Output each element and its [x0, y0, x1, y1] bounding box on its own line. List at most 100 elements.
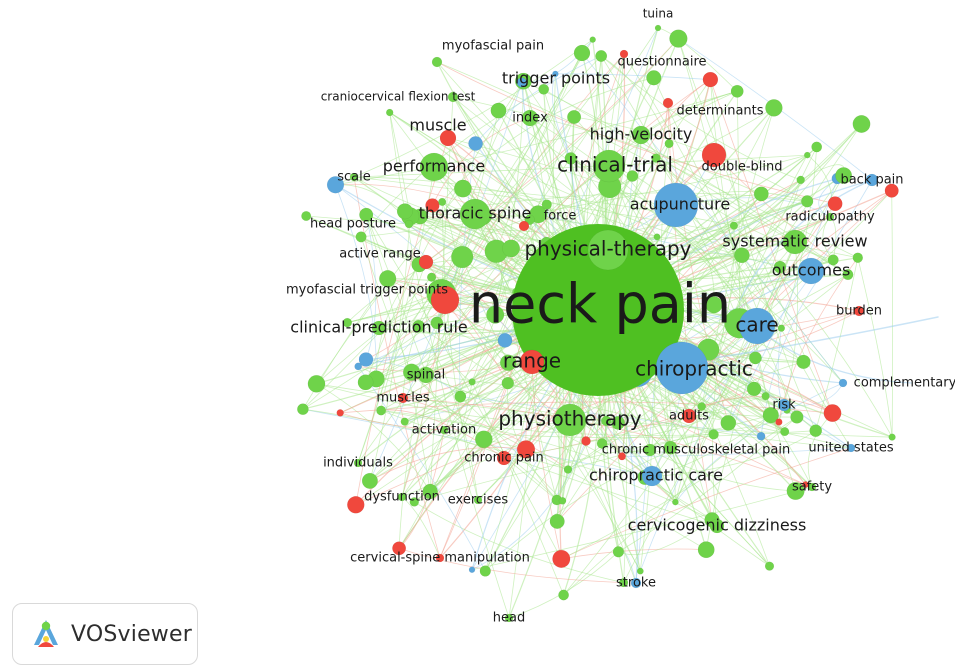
network-node[interactable]	[422, 483, 438, 500]
network-node[interactable]	[746, 381, 762, 397]
network-node[interactable]	[765, 99, 783, 117]
network-node[interactable]	[612, 546, 625, 558]
network-node[interactable]	[567, 109, 582, 125]
network-node[interactable]	[796, 175, 805, 185]
node-activation[interactable]	[439, 425, 449, 435]
network-node[interactable]	[454, 390, 467, 403]
node-questionnaire[interactable]	[619, 49, 629, 59]
label-head-posture[interactable]: head posture	[310, 217, 396, 232]
network-node[interactable]	[762, 407, 779, 424]
network-node[interactable]	[708, 429, 719, 440]
network-node[interactable]	[596, 438, 608, 449]
node-trigger-points[interactable]	[573, 44, 591, 62]
network-node[interactable]	[884, 183, 899, 198]
node-scale[interactable]	[349, 172, 359, 182]
network-node[interactable]	[558, 589, 570, 601]
network-node[interactable]	[835, 167, 853, 185]
node-clinical-trial[interactable]	[592, 149, 626, 183]
network-node[interactable]	[385, 108, 394, 117]
label-chronic-musculoskeletal-pain[interactable]: chronic musculoskeletal pain	[602, 443, 790, 458]
node-acupuncture[interactable]	[653, 182, 699, 228]
label-activation[interactable]: activation	[412, 423, 476, 438]
label-chiropractic-care[interactable]: chiropractic care	[589, 466, 723, 485]
network-node[interactable]	[888, 433, 896, 441]
node-myofascial-trigger-points[interactable]	[430, 285, 460, 315]
label-outcomes[interactable]: outcomes	[772, 261, 851, 280]
label-individuals[interactable]: individuals	[323, 456, 393, 471]
label-force[interactable]: force	[544, 209, 577, 224]
node-chronic-musculoskeletal-pain[interactable]	[643, 443, 657, 457]
node-systematic-review[interactable]	[782, 229, 808, 255]
network-node[interactable]	[702, 71, 719, 88]
node-determinants[interactable]	[662, 97, 674, 109]
label-clinical-prediction-rule[interactable]: clinical-prediction rule	[290, 318, 467, 337]
node-adults[interactable]	[681, 408, 697, 424]
network-node[interactable]	[357, 374, 374, 391]
network-node[interactable]	[852, 115, 871, 133]
node-myofascial-pain[interactable]	[431, 56, 443, 68]
network-node[interactable]	[775, 418, 783, 426]
label-complementary[interactable]: complementary	[854, 376, 955, 391]
label-physical-therapy[interactable]: physical-therapy	[524, 237, 691, 261]
node-head-posture[interactable]	[404, 219, 414, 229]
node-individuals[interactable]	[353, 458, 363, 468]
network-node[interactable]	[359, 207, 374, 222]
network-node[interactable]	[809, 424, 823, 438]
node-radiculopathy[interactable]	[825, 212, 835, 222]
label-index[interactable]: index	[512, 111, 548, 126]
network-node[interactable]	[626, 170, 639, 182]
network-node[interactable]	[516, 440, 536, 459]
network-node[interactable]	[426, 272, 437, 282]
network-node[interactable]	[361, 472, 378, 489]
label-united-states[interactable]: united states	[808, 441, 894, 456]
label-dysfunction[interactable]: dysfunction	[364, 490, 440, 505]
node-clinical-prediction-rule[interactable]	[371, 320, 387, 336]
label-scale[interactable]: scale	[337, 170, 371, 185]
network-node[interactable]	[451, 245, 474, 269]
node-thoracic-spine[interactable]	[459, 198, 491, 230]
label-chiropractic[interactable]: chiropractic	[635, 357, 753, 381]
node-exercises[interactable]	[473, 495, 483, 505]
node-force[interactable]	[518, 220, 530, 232]
network-node[interactable]	[581, 436, 591, 446]
network-node[interactable]	[796, 354, 811, 370]
node-chronic-pain[interactable]	[496, 450, 512, 466]
network-node[interactable]	[358, 352, 374, 367]
network-node[interactable]	[355, 231, 367, 243]
network-node[interactable]	[468, 136, 483, 151]
network-node[interactable]	[468, 378, 476, 386]
label-spinal[interactable]: spinal	[407, 368, 445, 383]
network-node[interactable]	[558, 496, 567, 505]
label-acupuncture[interactable]: acupuncture	[630, 195, 730, 214]
network-node[interactable]	[664, 139, 674, 149]
network-node[interactable]	[730, 84, 744, 98]
label-trigger-points[interactable]: trigger points	[502, 69, 610, 88]
network-node[interactable]	[705, 296, 723, 314]
network-node[interactable]	[734, 247, 750, 264]
network-node[interactable]	[663, 440, 678, 455]
network-node[interactable]	[376, 405, 387, 416]
label-clinical-trial[interactable]: clinical-trial	[557, 153, 673, 177]
network-node[interactable]	[379, 270, 397, 288]
node-risk[interactable]	[777, 398, 791, 412]
network-node[interactable]	[651, 153, 661, 163]
network-node[interactable]	[497, 333, 513, 348]
network-node[interactable]	[790, 410, 804, 424]
network-node[interactable]	[729, 221, 739, 230]
network-node[interactable]	[490, 102, 507, 119]
node-muscle[interactable]	[439, 129, 457, 147]
network-node[interactable]	[538, 83, 550, 95]
label-systematic-review[interactable]: systematic review	[722, 232, 867, 251]
network-node[interactable]	[636, 567, 644, 575]
network-node[interactable]	[326, 176, 345, 194]
network-node[interactable]	[438, 197, 447, 206]
label-muscles[interactable]: muscles	[376, 391, 429, 406]
label-back-pain[interactable]: back pain	[840, 173, 903, 188]
network-node[interactable]	[720, 415, 737, 431]
node-physical-therapy[interactable]	[587, 229, 629, 271]
network-node[interactable]	[342, 317, 353, 328]
label-burden[interactable]: burden	[836, 304, 882, 319]
node-chiropractic[interactable]	[655, 341, 709, 395]
network-node[interactable]	[764, 561, 775, 571]
label-active-range[interactable]: active range	[339, 247, 420, 262]
